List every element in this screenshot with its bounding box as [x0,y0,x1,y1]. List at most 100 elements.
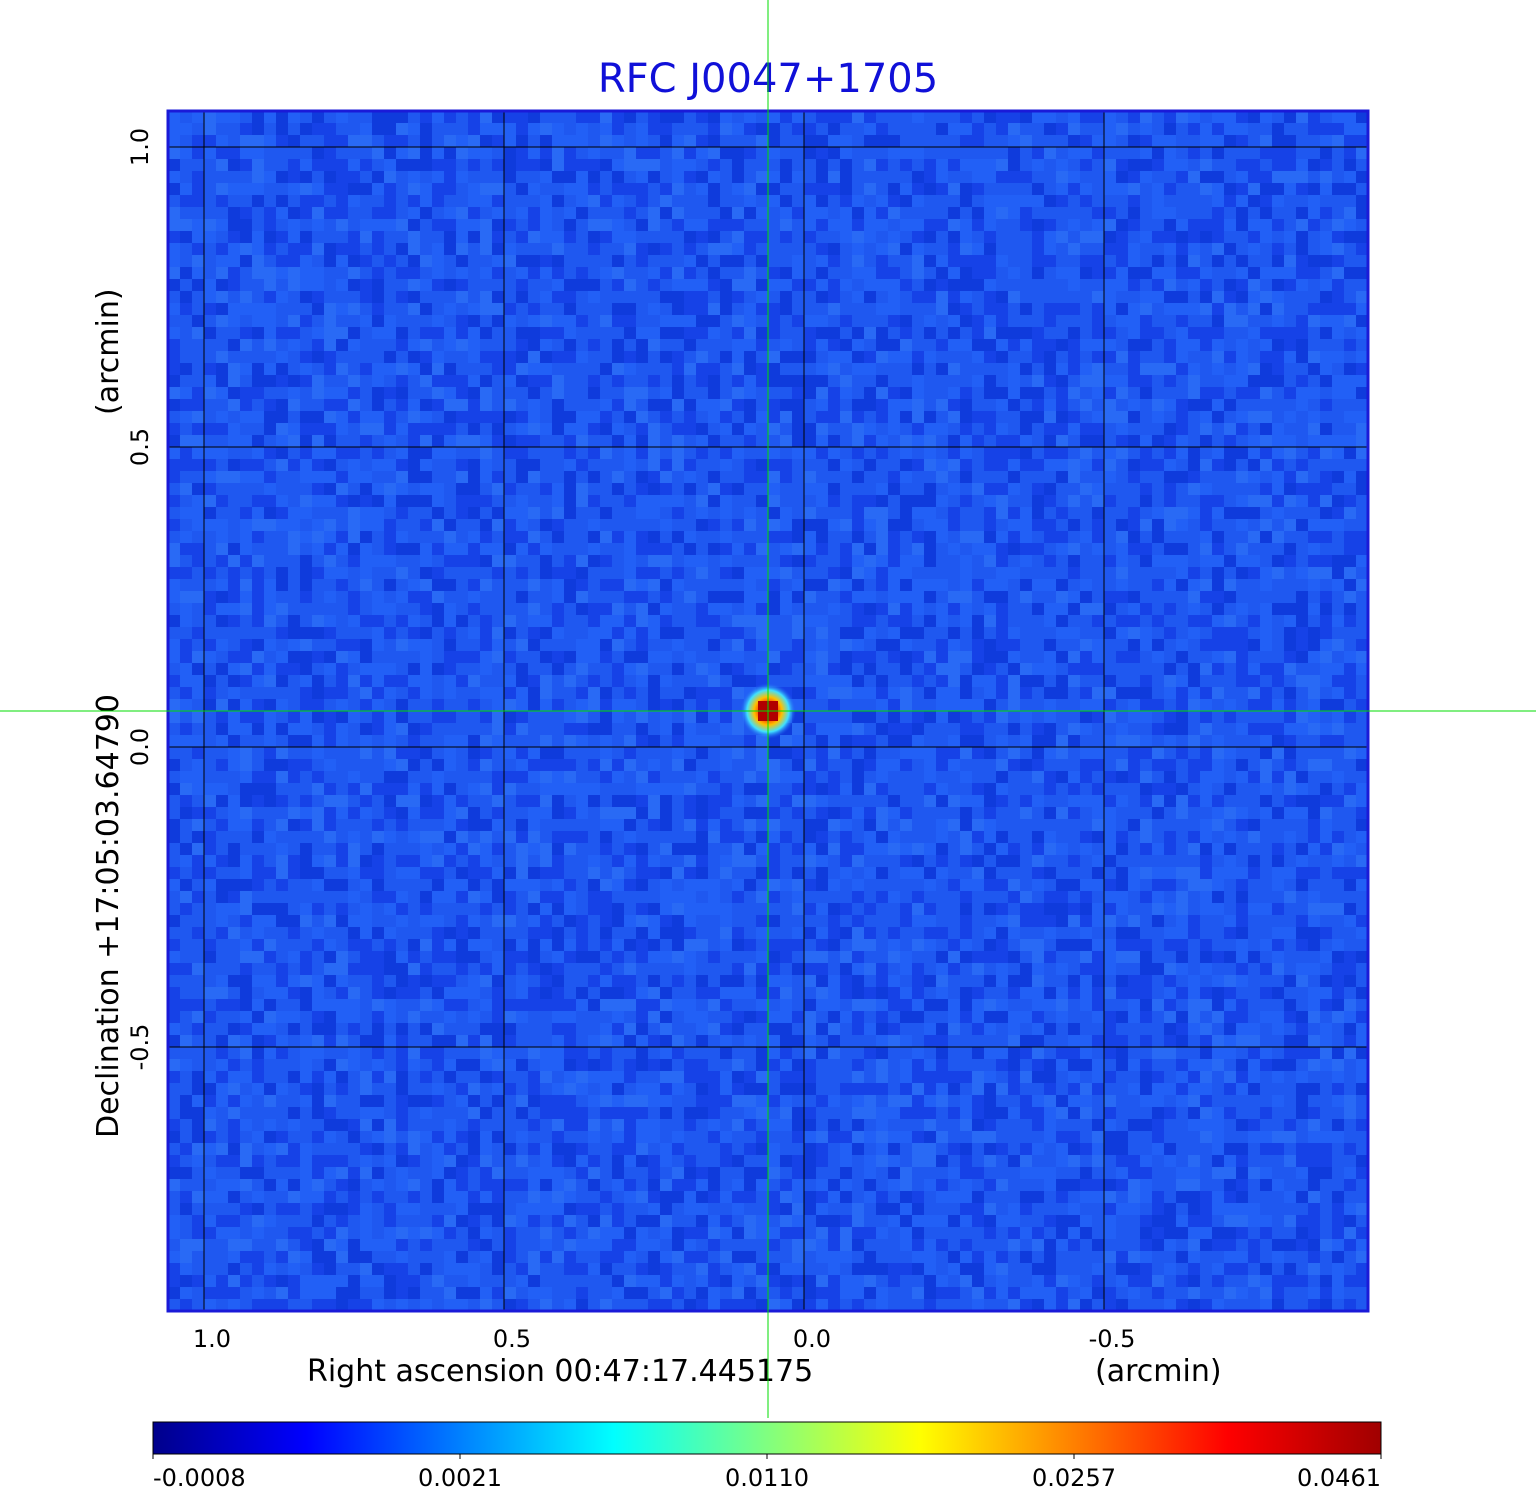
noise-pixel [444,135,456,147]
noise-pixel [768,855,780,867]
noise-pixel [1116,531,1128,543]
noise-pixel [1092,795,1104,807]
noise-pixel [564,183,576,195]
noise-pixel [1104,159,1116,171]
noise-pixel [696,375,708,387]
noise-pixel [648,903,660,915]
noise-pixel [204,675,216,687]
noise-pixel [1212,111,1224,123]
noise-pixel [792,771,804,783]
noise-pixel [480,999,492,1011]
noise-pixel [216,819,228,831]
noise-pixel [372,603,384,615]
noise-pixel [864,687,876,699]
noise-pixel [228,567,240,579]
noise-pixel [1308,915,1320,927]
noise-pixel [1200,183,1212,195]
noise-pixel [744,939,756,951]
noise-pixel [708,123,720,135]
noise-pixel [732,363,744,375]
noise-pixel [1056,843,1068,855]
noise-pixel [408,183,420,195]
noise-pixel [516,843,528,855]
noise-pixel [648,111,660,123]
noise-pixel [1068,279,1080,291]
noise-pixel [696,111,708,123]
noise-pixel [612,279,624,291]
noise-pixel [264,831,276,843]
noise-pixel [1092,963,1104,975]
noise-pixel [588,555,600,567]
noise-pixel [828,723,840,735]
noise-pixel [1008,459,1020,471]
noise-pixel [624,687,636,699]
noise-pixel [972,651,984,663]
noise-pixel [888,987,900,999]
noise-pixel [240,387,252,399]
noise-pixel [984,543,996,555]
noise-pixel [228,243,240,255]
noise-pixel [660,387,672,399]
noise-pixel [264,507,276,519]
noise-pixel [948,411,960,423]
noise-pixel [444,975,456,987]
noise-pixel [852,327,864,339]
noise-pixel [1008,663,1020,675]
noise-pixel [276,1011,288,1023]
noise-pixel [1248,687,1260,699]
noise-pixel [1164,459,1176,471]
noise-pixel [936,795,948,807]
noise-pixel [816,387,828,399]
noise-pixel [168,147,180,159]
noise-pixel [1152,279,1164,291]
noise-pixel [456,147,468,159]
noise-pixel [852,411,864,423]
noise-pixel [516,831,528,843]
noise-pixel [180,447,192,459]
noise-pixel [1344,951,1356,963]
noise-pixel [972,255,984,267]
noise-pixel [996,675,1008,687]
noise-pixel [816,819,828,831]
noise-pixel [1296,879,1308,891]
noise-pixel [636,951,648,963]
noise-pixel [516,363,528,375]
noise-pixel [672,399,684,411]
noise-pixel [1164,555,1176,567]
noise-pixel [1332,699,1344,711]
noise-pixel [228,651,240,663]
noise-pixel [1128,615,1140,627]
noise-pixel [540,999,552,1011]
noise-pixel [768,447,780,459]
noise-pixel [1260,639,1272,651]
noise-pixel [1188,171,1200,183]
noise-pixel [1332,999,1344,1011]
noise-pixel [1332,939,1344,951]
noise-pixel [1296,387,1308,399]
noise-pixel [768,807,780,819]
noise-pixel [1212,627,1224,639]
noise-pixel [600,843,612,855]
noise-pixel [372,831,384,843]
noise-pixel [648,1011,660,1023]
noise-pixel [1092,759,1104,771]
noise-pixel [312,1023,324,1035]
noise-pixel [900,435,912,447]
noise-pixel [1200,771,1212,783]
noise-pixel [180,543,192,555]
noise-pixel [876,699,888,711]
noise-pixel [372,843,384,855]
noise-pixel [348,831,360,843]
noise-pixel [996,939,1008,951]
noise-pixel [984,675,996,687]
noise-pixel [984,807,996,819]
noise-pixel [996,855,1008,867]
noise-pixel [984,243,996,255]
noise-pixel [408,687,420,699]
noise-pixel [1152,327,1164,339]
noise-pixel [684,951,696,963]
noise-pixel [204,135,216,147]
noise-pixel [468,159,480,171]
noise-pixel [444,555,456,567]
noise-pixel [732,1011,744,1023]
